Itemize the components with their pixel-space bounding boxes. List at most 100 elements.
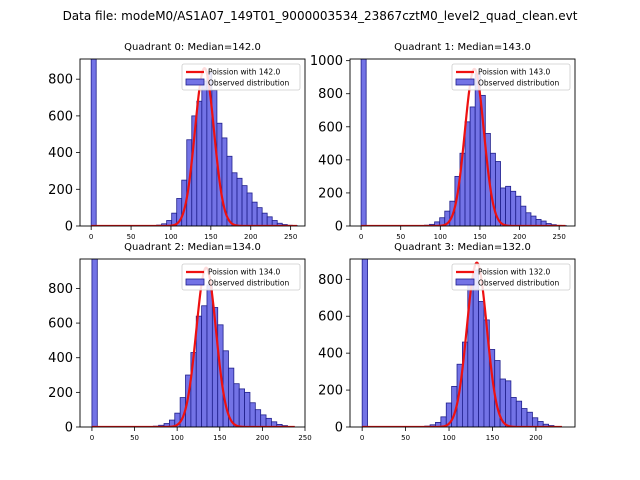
poisson-curve bbox=[91, 266, 295, 427]
quadrant-1-title: Quadrant 1: Median=143.0 bbox=[394, 42, 531, 53]
quadrant-2-bars bbox=[91, 259, 294, 427]
histogram-bar bbox=[254, 409, 262, 427]
histogram-bar bbox=[505, 185, 512, 226]
x-tick-label: 0 bbox=[89, 233, 93, 241]
histogram-bar bbox=[361, 259, 368, 427]
y-tick-label: 600 bbox=[318, 310, 343, 325]
y-tick-label: 200 bbox=[318, 384, 343, 399]
histogram-bar bbox=[201, 305, 208, 427]
x-tick-label: 250 bbox=[298, 434, 311, 442]
quadrant-0-title: Quadrant 0: Median=142.0 bbox=[124, 42, 261, 53]
y-tick-label: 200 bbox=[48, 386, 73, 401]
quadrant-2-title: Quadrant 2: Median=134.0 bbox=[124, 242, 261, 253]
histogram-bar bbox=[196, 100, 203, 226]
y-tick-label: 600 bbox=[318, 120, 343, 135]
x-tick-label: 200 bbox=[529, 434, 542, 442]
histogram-bar bbox=[260, 414, 267, 427]
histogram-bar bbox=[266, 216, 273, 226]
legend-box bbox=[451, 63, 571, 91]
legend-bar-swatch bbox=[185, 278, 205, 286]
legend-label-observed: Observed distribution bbox=[478, 279, 559, 288]
histogram-bar bbox=[525, 212, 532, 226]
histogram-bar bbox=[532, 417, 539, 427]
histogram-bar bbox=[249, 402, 256, 427]
y-tick-label: 0 bbox=[335, 421, 343, 436]
legend-label-observed: Observed distribution bbox=[478, 79, 559, 88]
x-tick-label: 100 bbox=[170, 434, 183, 442]
histogram-bar bbox=[244, 391, 251, 427]
quadrant-2-panel: Quadrant 2: Median=134.0 0 200 400 600 800 0 50… bbox=[48, 242, 312, 442]
y-tick-label: 600 bbox=[48, 109, 73, 124]
x-tick-label: 200 bbox=[513, 233, 526, 241]
x-tick-label: 50 bbox=[396, 233, 405, 241]
histogram-bar bbox=[238, 388, 245, 427]
histogram-bar bbox=[526, 411, 533, 427]
legend-label-poisson: Poission with 143.0 bbox=[478, 68, 551, 77]
y-tick-label: 800 bbox=[318, 87, 343, 102]
x-tick-label: 100 bbox=[434, 233, 447, 241]
legend-box bbox=[451, 263, 571, 291]
poisson-curve bbox=[361, 67, 566, 226]
quadrant-1-panel: Quadrant 1: Median=143.0 0 200 400 600 800 100… bbox=[310, 42, 576, 241]
quadrant-1-axes-frame bbox=[349, 58, 576, 227]
x-tick-label: 0 bbox=[359, 233, 363, 241]
x-tick-label: 150 bbox=[213, 434, 226, 442]
quadrant-2-axes-frame bbox=[79, 258, 306, 428]
histogram-bar bbox=[246, 192, 253, 226]
histogram-bar bbox=[472, 269, 479, 427]
figure-suptitle: Data file: modeM0/AS1A07_149T01_90000035… bbox=[63, 9, 578, 23]
y-tick-label: 200 bbox=[318, 186, 343, 201]
y-tick-label: 400 bbox=[318, 153, 343, 168]
quadrant-0-panel: Quadrant 0: Median=142.0 0 200 400 600 800 0 50… bbox=[48, 42, 306, 241]
quadrant-3-title: Quadrant 3: Median=132.0 bbox=[394, 242, 531, 253]
histogram-bar bbox=[241, 185, 248, 226]
histogram-bar bbox=[360, 59, 367, 226]
x-tick-label: 50 bbox=[401, 434, 410, 442]
x-tick-label: 100 bbox=[442, 434, 455, 442]
legend-box bbox=[181, 63, 301, 91]
histogram-bar bbox=[530, 215, 537, 226]
y-tick-label: 800 bbox=[48, 73, 73, 88]
y-tick-label: 800 bbox=[48, 282, 73, 297]
histogram-bar bbox=[261, 212, 268, 226]
legend-label-observed: Observed distribution bbox=[208, 79, 289, 88]
x-tick-label: 200 bbox=[244, 233, 257, 241]
quadrant-0-axes-frame bbox=[79, 58, 306, 227]
x-tick-label: 150 bbox=[204, 233, 217, 241]
y-tick-label: 800 bbox=[318, 273, 343, 288]
legend-bar-swatch bbox=[455, 278, 475, 286]
histogram-bar bbox=[478, 301, 485, 427]
histogram-bar bbox=[251, 201, 258, 226]
histogram-bar bbox=[464, 121, 471, 226]
histogram-bar bbox=[256, 207, 263, 226]
poisson-curve bbox=[362, 261, 562, 427]
quadrant-3-panel: Quadrant 3: Median=132.0 0 200 400 600 800 0 50… bbox=[318, 242, 576, 442]
histogram-bar bbox=[231, 172, 238, 226]
y-tick-label: 400 bbox=[318, 347, 343, 362]
y-tick-label: 400 bbox=[48, 351, 73, 366]
histogram-bar bbox=[90, 59, 97, 226]
histogram-bar bbox=[201, 80, 208, 226]
histogram-bar bbox=[515, 195, 522, 226]
quadrant-1-legend: Poission with 143.0 Observed distribution bbox=[451, 63, 571, 91]
legend-label-poisson: Poission with 142.0 bbox=[208, 68, 281, 77]
histogram-bar bbox=[520, 205, 527, 226]
x-tick-label: 50 bbox=[130, 434, 139, 442]
y-tick-label: 600 bbox=[48, 317, 73, 332]
y-tick-label: 1000 bbox=[310, 54, 343, 69]
poisson-curve bbox=[91, 67, 298, 226]
histogram-bar bbox=[233, 383, 240, 427]
y-tick-label: 0 bbox=[65, 421, 73, 436]
y-tick-label: 400 bbox=[48, 146, 73, 161]
histogram-bar bbox=[515, 400, 523, 427]
y-tick-label: 200 bbox=[48, 183, 73, 198]
legend-bar-swatch bbox=[185, 78, 205, 86]
legend-bar-swatch bbox=[455, 78, 475, 86]
histogram-bar bbox=[236, 177, 243, 226]
x-tick-label: 0 bbox=[360, 434, 364, 442]
y-tick-label: 0 bbox=[335, 220, 343, 235]
quadrant-3-axes-frame bbox=[349, 258, 576, 428]
x-tick-label: 200 bbox=[256, 434, 269, 442]
x-tick-label: 0 bbox=[90, 434, 94, 442]
legend-label-poisson: Poission with 132.0 bbox=[478, 268, 551, 277]
